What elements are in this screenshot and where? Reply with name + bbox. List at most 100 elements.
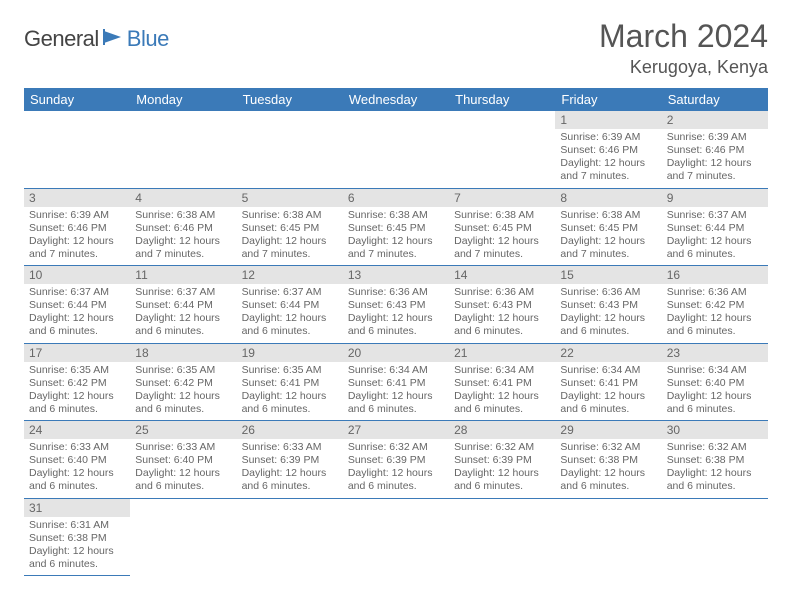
- calendar-week-row: 31Sunrise: 6:31 AMSunset: 6:38 PMDayligh…: [24, 498, 768, 576]
- calendar-day-cell: 24Sunrise: 6:33 AMSunset: 6:40 PMDayligh…: [24, 421, 130, 499]
- day-info: Sunrise: 6:37 AMSunset: 6:44 PMDaylight:…: [130, 284, 236, 343]
- calendar-day-cell: [130, 111, 236, 188]
- day-number: 30: [662, 421, 768, 439]
- calendar-day-cell: 30Sunrise: 6:32 AMSunset: 6:38 PMDayligh…: [662, 421, 768, 499]
- logo-text-general: General: [24, 26, 99, 52]
- day-number: 27: [343, 421, 449, 439]
- day-number: 31: [24, 499, 130, 517]
- weekday-header: Tuesday: [237, 88, 343, 111]
- day-number: 9: [662, 189, 768, 207]
- calendar-week-row: 24Sunrise: 6:33 AMSunset: 6:40 PMDayligh…: [24, 421, 768, 499]
- calendar-day-cell: 23Sunrise: 6:34 AMSunset: 6:40 PMDayligh…: [662, 343, 768, 421]
- day-info: Sunrise: 6:36 AMSunset: 6:43 PMDaylight:…: [555, 284, 661, 343]
- logo: General Blue: [24, 26, 169, 52]
- day-number: 28: [449, 421, 555, 439]
- day-number: 10: [24, 266, 130, 284]
- calendar-day-cell: 15Sunrise: 6:36 AMSunset: 6:43 PMDayligh…: [555, 266, 661, 344]
- calendar-day-cell: 16Sunrise: 6:36 AMSunset: 6:42 PMDayligh…: [662, 266, 768, 344]
- logo-text-blue: Blue: [127, 26, 169, 52]
- day-number: 19: [237, 344, 343, 362]
- day-number: 24: [24, 421, 130, 439]
- day-number: 20: [343, 344, 449, 362]
- calendar-day-cell: 29Sunrise: 6:32 AMSunset: 6:38 PMDayligh…: [555, 421, 661, 499]
- day-info: Sunrise: 6:39 AMSunset: 6:46 PMDaylight:…: [662, 129, 768, 188]
- day-number: 4: [130, 189, 236, 207]
- day-info: Sunrise: 6:38 AMSunset: 6:45 PMDaylight:…: [343, 207, 449, 266]
- calendar-day-cell: 27Sunrise: 6:32 AMSunset: 6:39 PMDayligh…: [343, 421, 449, 499]
- day-number: 14: [449, 266, 555, 284]
- calendar-day-cell: 2Sunrise: 6:39 AMSunset: 6:46 PMDaylight…: [662, 111, 768, 188]
- day-number: 23: [662, 344, 768, 362]
- day-number: 8: [555, 189, 661, 207]
- weekday-header: Thursday: [449, 88, 555, 111]
- calendar-day-cell: 8Sunrise: 6:38 AMSunset: 6:45 PMDaylight…: [555, 188, 661, 266]
- day-number: 12: [237, 266, 343, 284]
- day-info: Sunrise: 6:38 AMSunset: 6:45 PMDaylight:…: [449, 207, 555, 266]
- day-info: Sunrise: 6:35 AMSunset: 6:42 PMDaylight:…: [24, 362, 130, 421]
- day-info: Sunrise: 6:37 AMSunset: 6:44 PMDaylight:…: [237, 284, 343, 343]
- day-info: Sunrise: 6:34 AMSunset: 6:40 PMDaylight:…: [662, 362, 768, 421]
- calendar-day-cell: [24, 111, 130, 188]
- day-info: Sunrise: 6:35 AMSunset: 6:41 PMDaylight:…: [237, 362, 343, 421]
- calendar-day-cell: 10Sunrise: 6:37 AMSunset: 6:44 PMDayligh…: [24, 266, 130, 344]
- calendar-day-cell: 17Sunrise: 6:35 AMSunset: 6:42 PMDayligh…: [24, 343, 130, 421]
- calendar-table: SundayMondayTuesdayWednesdayThursdayFrid…: [24, 88, 768, 576]
- calendar-day-cell: [237, 498, 343, 576]
- calendar-day-cell: [237, 111, 343, 188]
- weekday-header-row: SundayMondayTuesdayWednesdayThursdayFrid…: [24, 88, 768, 111]
- calendar-day-cell: 3Sunrise: 6:39 AMSunset: 6:46 PMDaylight…: [24, 188, 130, 266]
- weekday-header: Monday: [130, 88, 236, 111]
- weekday-header: Sunday: [24, 88, 130, 111]
- day-info: Sunrise: 6:39 AMSunset: 6:46 PMDaylight:…: [24, 207, 130, 266]
- day-number: 11: [130, 266, 236, 284]
- day-info: Sunrise: 6:35 AMSunset: 6:42 PMDaylight:…: [130, 362, 236, 421]
- calendar-day-cell: 13Sunrise: 6:36 AMSunset: 6:43 PMDayligh…: [343, 266, 449, 344]
- calendar-week-row: 17Sunrise: 6:35 AMSunset: 6:42 PMDayligh…: [24, 343, 768, 421]
- day-info: Sunrise: 6:38 AMSunset: 6:45 PMDaylight:…: [555, 207, 661, 266]
- day-number: 7: [449, 189, 555, 207]
- day-info: Sunrise: 6:38 AMSunset: 6:45 PMDaylight:…: [237, 207, 343, 266]
- calendar-body: 1Sunrise: 6:39 AMSunset: 6:46 PMDaylight…: [24, 111, 768, 576]
- day-info: Sunrise: 6:32 AMSunset: 6:39 PMDaylight:…: [343, 439, 449, 498]
- day-info: Sunrise: 6:32 AMSunset: 6:38 PMDaylight:…: [555, 439, 661, 498]
- calendar-day-cell: [343, 498, 449, 576]
- calendar-day-cell: 14Sunrise: 6:36 AMSunset: 6:43 PMDayligh…: [449, 266, 555, 344]
- calendar-day-cell: 22Sunrise: 6:34 AMSunset: 6:41 PMDayligh…: [555, 343, 661, 421]
- calendar-week-row: 3Sunrise: 6:39 AMSunset: 6:46 PMDaylight…: [24, 188, 768, 266]
- calendar-day-cell: [449, 498, 555, 576]
- day-info: Sunrise: 6:33 AMSunset: 6:39 PMDaylight:…: [237, 439, 343, 498]
- calendar-day-cell: [343, 111, 449, 188]
- day-number: 26: [237, 421, 343, 439]
- day-info: Sunrise: 6:36 AMSunset: 6:42 PMDaylight:…: [662, 284, 768, 343]
- title-block: March 2024 Kerugoya, Kenya: [599, 18, 768, 78]
- calendar-day-cell: 9Sunrise: 6:37 AMSunset: 6:44 PMDaylight…: [662, 188, 768, 266]
- calendar-day-cell: [662, 498, 768, 576]
- calendar-week-row: 10Sunrise: 6:37 AMSunset: 6:44 PMDayligh…: [24, 266, 768, 344]
- header: General Blue March 2024 Kerugoya, Kenya: [24, 18, 768, 78]
- calendar-day-cell: 12Sunrise: 6:37 AMSunset: 6:44 PMDayligh…: [237, 266, 343, 344]
- day-info: Sunrise: 6:31 AMSunset: 6:38 PMDaylight:…: [24, 517, 130, 576]
- day-info: Sunrise: 6:32 AMSunset: 6:39 PMDaylight:…: [449, 439, 555, 498]
- day-number: 15: [555, 266, 661, 284]
- day-info: Sunrise: 6:34 AMSunset: 6:41 PMDaylight:…: [555, 362, 661, 421]
- calendar-day-cell: 1Sunrise: 6:39 AMSunset: 6:46 PMDaylight…: [555, 111, 661, 188]
- calendar-day-cell: [449, 111, 555, 188]
- calendar-day-cell: 4Sunrise: 6:38 AMSunset: 6:46 PMDaylight…: [130, 188, 236, 266]
- day-info: Sunrise: 6:33 AMSunset: 6:40 PMDaylight:…: [130, 439, 236, 498]
- calendar-day-cell: [130, 498, 236, 576]
- day-number: 5: [237, 189, 343, 207]
- day-info: Sunrise: 6:34 AMSunset: 6:41 PMDaylight:…: [343, 362, 449, 421]
- day-info: Sunrise: 6:39 AMSunset: 6:46 PMDaylight:…: [555, 129, 661, 188]
- day-info: Sunrise: 6:37 AMSunset: 6:44 PMDaylight:…: [662, 207, 768, 266]
- weekday-header: Saturday: [662, 88, 768, 111]
- calendar-day-cell: 26Sunrise: 6:33 AMSunset: 6:39 PMDayligh…: [237, 421, 343, 499]
- month-title: March 2024: [599, 18, 768, 55]
- day-info: Sunrise: 6:37 AMSunset: 6:44 PMDaylight:…: [24, 284, 130, 343]
- weekday-header: Wednesday: [343, 88, 449, 111]
- day-number: 17: [24, 344, 130, 362]
- day-number: 13: [343, 266, 449, 284]
- calendar-day-cell: 31Sunrise: 6:31 AMSunset: 6:38 PMDayligh…: [24, 498, 130, 576]
- day-info: Sunrise: 6:38 AMSunset: 6:46 PMDaylight:…: [130, 207, 236, 266]
- calendar-day-cell: 18Sunrise: 6:35 AMSunset: 6:42 PMDayligh…: [130, 343, 236, 421]
- calendar-day-cell: 19Sunrise: 6:35 AMSunset: 6:41 PMDayligh…: [237, 343, 343, 421]
